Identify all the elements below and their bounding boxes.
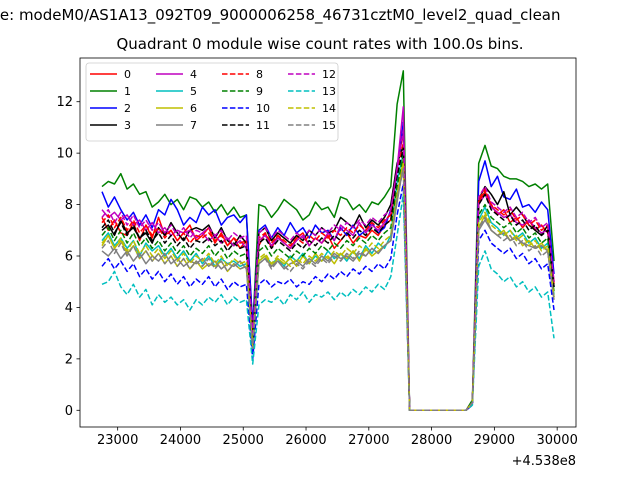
legend-label-11: 11	[256, 119, 270, 132]
legend-label-3: 3	[124, 119, 131, 132]
legend-label-12: 12	[322, 68, 336, 81]
series-line-12	[101, 129, 555, 412]
x-tick-label: 29000	[474, 433, 515, 448]
legend-label-1: 1	[124, 85, 131, 98]
legend-label-14: 14	[322, 102, 336, 115]
x-tick-label: 28000	[411, 433, 452, 448]
series-line-2	[101, 121, 555, 412]
series-line-14	[101, 162, 555, 412]
axes-frame	[79, 57, 577, 428]
series-line-11	[101, 147, 555, 412]
series-line-9	[101, 154, 555, 412]
legend-label-7: 7	[190, 119, 197, 132]
series-line-5	[101, 152, 555, 412]
x-tick-label: 27000	[348, 433, 389, 448]
x-tick-label: 23000	[97, 433, 138, 448]
legend-label-15: 15	[322, 119, 336, 132]
y-tick-label: 10	[56, 147, 73, 162]
x-tick-label: 25000	[223, 433, 264, 448]
y-tick-label: 6	[65, 250, 73, 265]
legend-label-6: 6	[190, 102, 197, 115]
y-tick-label: 0	[65, 404, 73, 419]
legend-box	[85, 62, 339, 142]
x-tick-label: 26000	[285, 433, 326, 448]
y-tick-label: 2	[65, 352, 73, 367]
series-line-1	[101, 70, 555, 412]
y-tick-label: 4	[65, 301, 73, 316]
x-offset-label: +4.538e8	[512, 454, 576, 469]
y-tick-label: 8	[65, 198, 73, 213]
chart-title: Quadrant 0 module wise count rates with …	[116, 35, 524, 53]
legend-label-5: 5	[190, 85, 197, 98]
legend-label-10: 10	[256, 102, 270, 115]
legend-label-9: 9	[256, 85, 263, 98]
legend-label-4: 4	[190, 68, 197, 81]
figure-suptitle: n file: modeM0/AS1A13_092T09_9000006258_…	[0, 6, 561, 24]
x-tick-label: 24000	[160, 433, 201, 448]
series-line-13	[101, 193, 555, 412]
series-line-8	[101, 142, 555, 412]
series-line-0	[101, 131, 555, 412]
legend-label-8: 8	[256, 68, 263, 81]
legend-label-13: 13	[322, 85, 336, 98]
legend-label-2: 2	[124, 102, 131, 115]
series-line-3	[101, 144, 555, 412]
x-tick-label: 30000	[536, 433, 577, 448]
legend-label-0: 0	[124, 68, 131, 81]
series-line-15	[101, 167, 555, 412]
y-tick-label: 12	[56, 95, 73, 110]
